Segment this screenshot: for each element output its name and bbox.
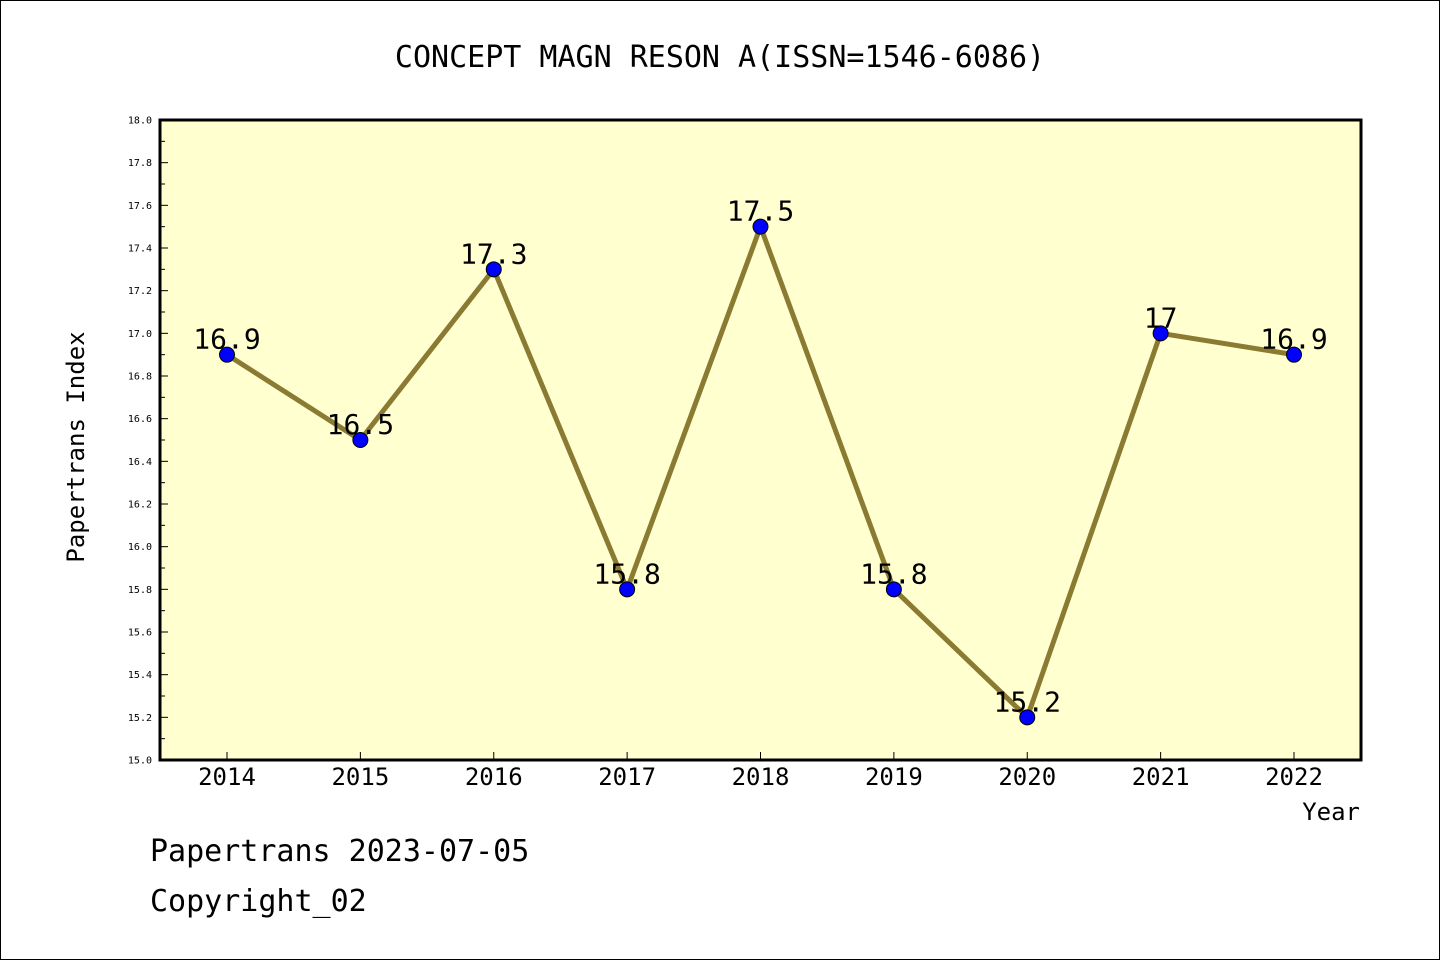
- data-label: 16.9: [1260, 323, 1327, 356]
- data-point: [1152, 325, 1169, 342]
- data-label: 16.9: [193, 323, 260, 356]
- data-markers: [219, 218, 1302, 726]
- footer-copyright: Copyright_02: [150, 884, 367, 919]
- x-tick-label: 2017: [598, 763, 656, 791]
- x-axis-label: Year: [1302, 798, 1360, 826]
- x-tick-label: 2021: [1132, 763, 1190, 791]
- data-label: 17: [1144, 301, 1178, 334]
- y-tick-label: 17.4: [128, 244, 152, 255]
- y-tick-label: 16.0: [128, 542, 152, 553]
- footer-date-line: Papertrans 2023-07-05: [150, 834, 530, 869]
- y-tick-label: 17.8: [128, 158, 152, 169]
- data-labels: 16.9 16.5 17.3 15.8 17.5 15.8 15.2 17 16.9: [193, 195, 1327, 719]
- y-tick-label: 15.0: [128, 756, 152, 767]
- data-label: 15.2: [994, 685, 1061, 718]
- chart-title: CONCEPT MAGN RESON A(ISSN=1546-6086): [395, 40, 1045, 75]
- data-label: 15.8: [593, 557, 660, 590]
- data-point: [219, 346, 235, 363]
- x-axis-ticks: 2014 2015 2016 2017 2018 2019 2020 2021 2022: [198, 752, 1323, 791]
- data-point: [752, 218, 769, 235]
- y-tick-label: 16.4: [128, 457, 152, 468]
- x-tick-label: 2015: [331, 763, 389, 791]
- x-tick-label: 2018: [732, 763, 790, 791]
- y-tick-label: 17.6: [128, 201, 152, 212]
- x-tick-label: 2020: [998, 763, 1056, 791]
- y-tick-label: 15.2: [128, 713, 152, 724]
- data-label: 17.3: [460, 237, 527, 270]
- data-label: 15.8: [860, 557, 927, 590]
- y-tick-label: 15.8: [128, 585, 152, 596]
- y-tick-label: 15.4: [128, 670, 152, 681]
- y-tick-label: 18.0: [128, 116, 152, 127]
- x-tick-label: 2019: [865, 763, 923, 791]
- x-tick-label: 2022: [1265, 763, 1323, 791]
- y-tick-label: 15.6: [128, 628, 152, 639]
- y-tick-label: 17.0: [128, 329, 152, 340]
- data-point: [619, 581, 636, 598]
- y-tick-label: 16.2: [128, 500, 152, 511]
- x-tick-label: 2016: [465, 763, 523, 791]
- y-tick-label: 16.8: [128, 372, 152, 383]
- data-point: [885, 581, 902, 598]
- y-tick-label: 17.2: [128, 286, 152, 297]
- data-point: [485, 261, 502, 278]
- data-point: [352, 432, 369, 448]
- data-label: 16.5: [327, 408, 394, 441]
- x-tick-label: 2014: [198, 763, 256, 791]
- data-label: 17.5: [727, 195, 794, 228]
- y-axis-label: Papertrans Index: [62, 331, 90, 562]
- data-point: [1286, 346, 1302, 363]
- y-tick-label: 16.6: [128, 414, 152, 425]
- y-axis-ticks: 15.0 15.2 15.4 15.6 15.8 16.0 16.2 16.4 16.6 16.8…: [128, 116, 168, 767]
- data-point: [1019, 709, 1036, 726]
